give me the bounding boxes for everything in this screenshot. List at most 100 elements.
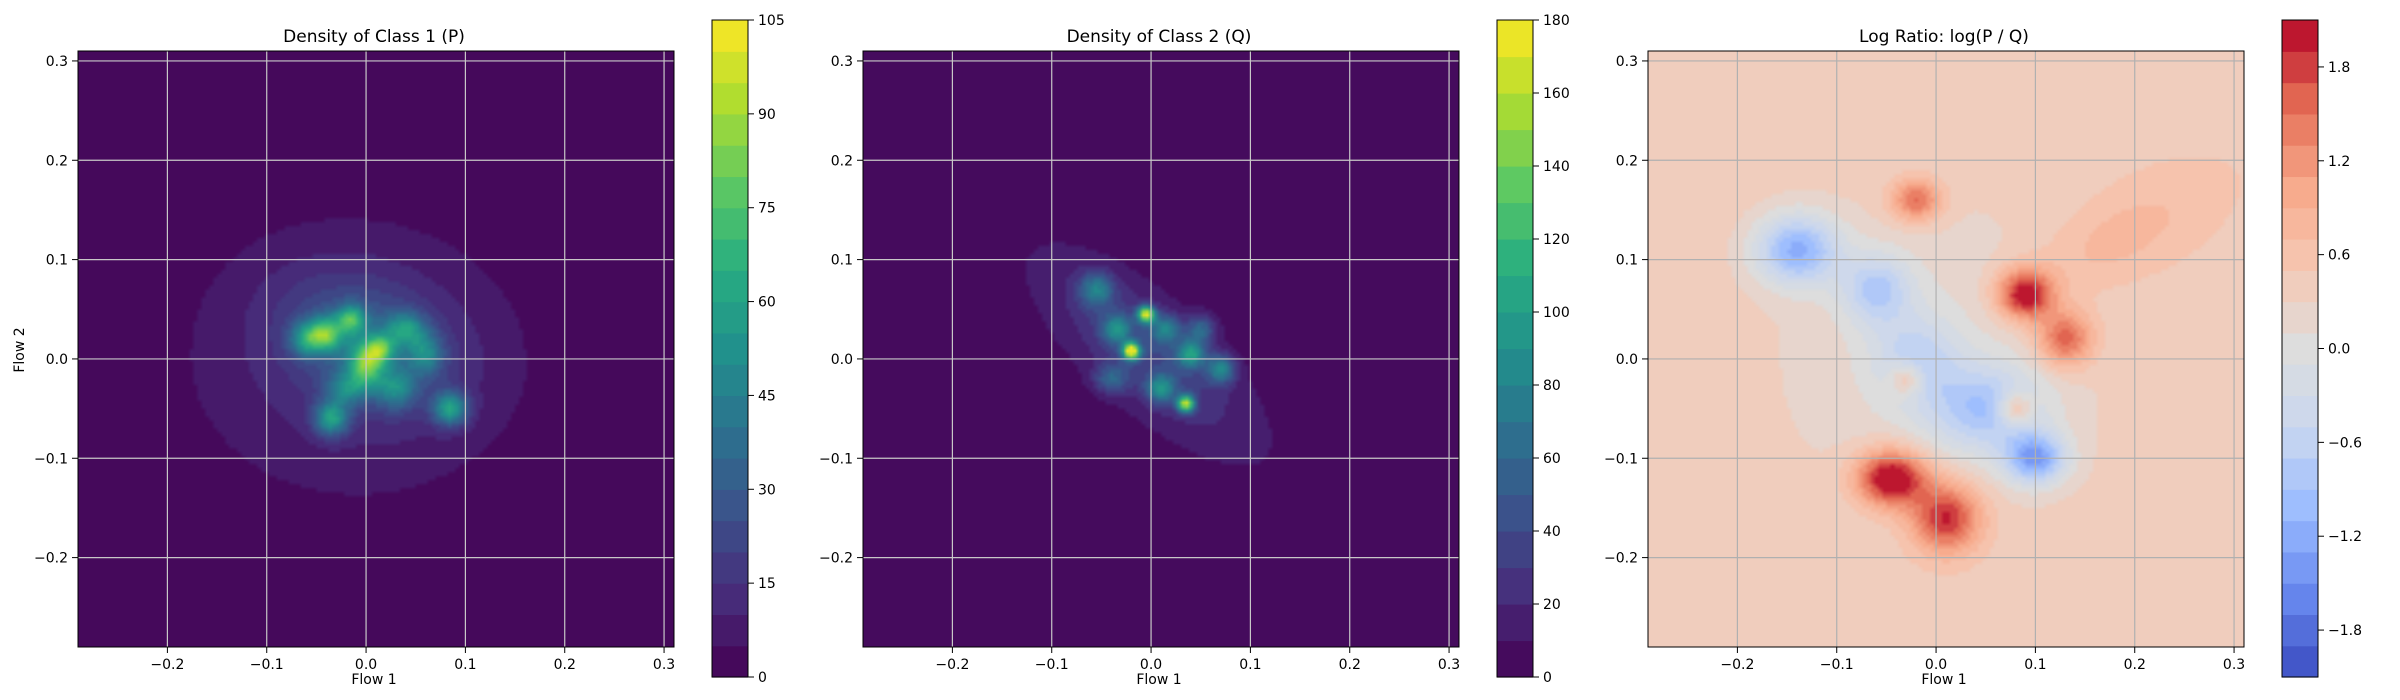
- colorbar-level: [1497, 239, 1533, 277]
- heatmap-image: [78, 51, 674, 647]
- colorbar-level: [2282, 332, 2318, 365]
- colorbar-level: [1497, 531, 1533, 569]
- colorbar-tick-label: 180: [1543, 13, 1570, 29]
- colorbar-tick-label: 100: [1543, 305, 1570, 321]
- colorbar-tick-label: 105: [758, 13, 785, 29]
- axes-frame: [862, 50, 1460, 648]
- colorbar-level: [712, 332, 748, 365]
- y-tick-label: 0.2: [831, 153, 853, 169]
- y-tick-label: 0.1: [46, 253, 68, 269]
- panel1-title: Density of Class 1 (P): [283, 27, 465, 47]
- x-tick-label: −0.1: [250, 657, 284, 673]
- axes-frame: [1647, 50, 2245, 648]
- panel2-heatmap: [863, 51, 1459, 647]
- x-tick-label: 0.2: [554, 657, 576, 673]
- y-tick-label: −0.2: [819, 551, 853, 567]
- colorbar-level: [2282, 270, 2318, 303]
- colorbar-tick-label: 0.6: [2328, 248, 2350, 264]
- x-tick-label: 0.3: [1438, 657, 1460, 673]
- y-tick-label: 0.1: [831, 253, 853, 269]
- x-tick-label: 0.3: [2223, 657, 2245, 673]
- colorbar-level: [2282, 145, 2318, 178]
- colorbar-tick-label: 1.2: [2328, 154, 2350, 170]
- y-tick-label: −0.1: [1604, 451, 1638, 467]
- colorbar-level: [1497, 567, 1533, 605]
- colorbar-level: [1497, 348, 1533, 386]
- colorbar-level: [712, 207, 748, 240]
- x-tick-label: 0.0: [1140, 657, 1162, 673]
- panel-log-ratio: Log Ratio: log(P / Q) −0.2 −0.1 0.0 0.1 0.2 0…: [1604, 19, 2362, 688]
- x-tick-label: −0.2: [150, 657, 184, 673]
- colorbar-tick-label: 60: [758, 295, 776, 311]
- colorbar-tick-label: 30: [758, 482, 776, 498]
- panel1-colorbar: 0 15 30 45 60 75 90 105: [711, 13, 785, 686]
- x-tick-label: −0.1: [1820, 657, 1854, 673]
- colorbar-level: [712, 364, 748, 397]
- colorbar-tick-label: −1.2: [2328, 529, 2362, 545]
- colorbar-tick-label: 140: [1543, 159, 1570, 175]
- colorbar-level: [2282, 301, 2318, 334]
- colorbar-level: [1497, 458, 1533, 496]
- colorbar-level: [712, 520, 748, 553]
- colorbar-level: [712, 176, 748, 209]
- colorbar-level: [712, 270, 748, 303]
- y-tick-label: 0.3: [831, 54, 853, 70]
- panel-class1-density: Density of Class 1 (P) −0.2 −0.1 0.0 0.1 0.2…: [12, 13, 785, 688]
- panel-class2-density: Density of Class 2 (Q) −0.2 −0.1 0.0 0.1 0.2…: [819, 13, 1570, 688]
- colorbar-frame: [711, 19, 749, 678]
- x-tick-label: −0.2: [1720, 657, 1754, 673]
- colorbar-tick-label: 90: [758, 107, 776, 123]
- colorbar-level: [712, 489, 748, 522]
- panel1-heatmap: [78, 51, 674, 647]
- colorbar-level: [2282, 645, 2318, 678]
- colorbar-level: [1497, 56, 1533, 94]
- colorbar-tick-label: 15: [758, 576, 776, 592]
- panel2-title: Density of Class 2 (Q): [1067, 27, 1252, 47]
- colorbar-level: [712, 239, 748, 271]
- y-tick-label: −0.2: [1604, 551, 1638, 567]
- colorbar-level: [2282, 458, 2318, 490]
- x-tick-label: 0.2: [2124, 657, 2146, 673]
- panel1-ylabel: Flow 2: [12, 327, 28, 372]
- colorbar-level: [712, 20, 748, 52]
- colorbar-level: [1497, 385, 1533, 423]
- axes-frame: [77, 50, 675, 648]
- panel2-grid: [862, 50, 1460, 648]
- panel3-heatmap: [1648, 51, 2244, 647]
- colorbar-level: [1497, 202, 1533, 240]
- colorbar-level: [1497, 93, 1533, 131]
- x-tick-label: 0.0: [355, 657, 377, 673]
- colorbar-level: [2282, 395, 2318, 428]
- colorbar-level: [1497, 640, 1533, 678]
- colorbar-level: [2282, 51, 2318, 84]
- x-tick-label: 0.1: [2024, 657, 2046, 673]
- panel1-grid: [77, 50, 675, 648]
- colorbar-level: [2282, 489, 2318, 522]
- x-tick-label: −0.1: [1035, 657, 1069, 673]
- x-tick-label: 0.1: [454, 657, 476, 673]
- colorbar-level: [2282, 20, 2318, 52]
- colorbar-tick-label: 45: [758, 388, 776, 404]
- panel3-grid: [1647, 50, 2245, 648]
- y-tick-label: 0.1: [1616, 253, 1638, 269]
- colorbar-level: [1497, 604, 1533, 642]
- colorbar-tick-label: 60: [1543, 451, 1561, 467]
- colorbar-level: [712, 645, 748, 678]
- colorbar-level: [2282, 614, 2318, 647]
- colorbar-level: [712, 395, 748, 428]
- panel1-xlabel: Flow 1: [351, 672, 396, 688]
- colorbar-level: [1497, 275, 1533, 313]
- colorbar-level: [2282, 176, 2318, 209]
- colorbar-level: [2282, 426, 2318, 459]
- colorbar-level: [2282, 520, 2318, 553]
- panel3-colorbar: −1.8 −1.2 −0.6 0.0 0.6 1.2 1.8: [2281, 19, 2362, 678]
- colorbar-level: [2282, 239, 2318, 271]
- y-tick-label: 0.2: [46, 153, 68, 169]
- colorbar-level: [712, 145, 748, 178]
- colorbar-tick-label: 0.0: [2328, 342, 2350, 358]
- colorbar-level: [1497, 312, 1533, 350]
- panel2-ticks: −0.2 −0.1 0.0 0.1 0.2 0.3 −0.2 −0.1 0.0 0.1 0.2 0.3: [819, 54, 1460, 673]
- colorbar-level: [2282, 82, 2318, 115]
- heatmap-image: [1648, 51, 2244, 647]
- y-tick-label: 0.3: [1616, 54, 1638, 70]
